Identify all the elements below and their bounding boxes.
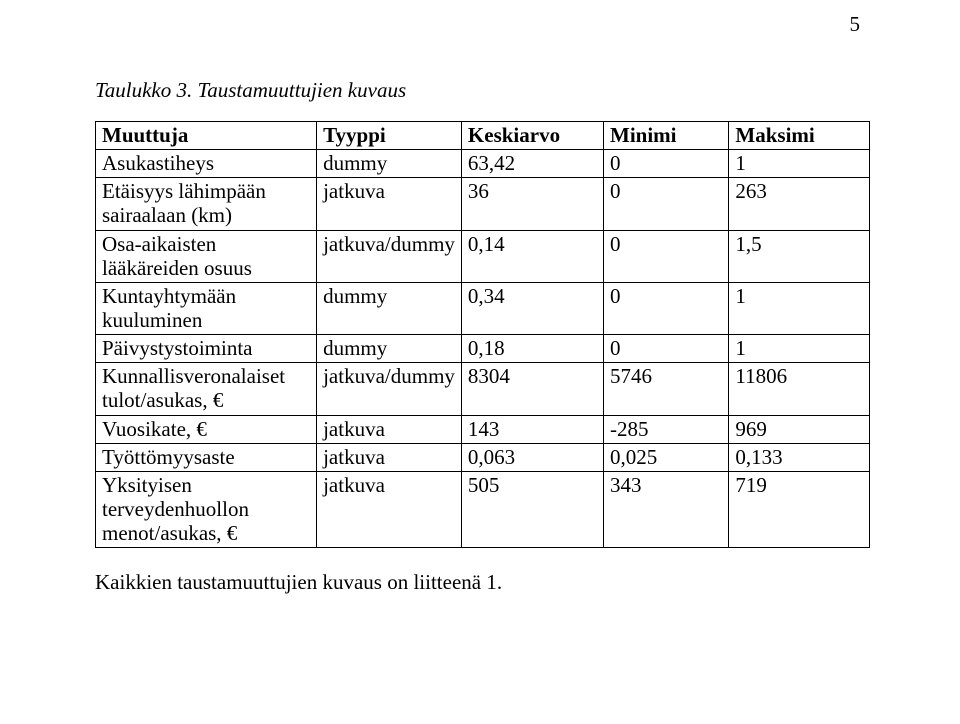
cell-variable: Vuosikate, € (96, 415, 317, 443)
cell-min: 0 (604, 335, 729, 363)
col-header-max: Maksimi (729, 122, 870, 150)
cell-min: 0 (604, 282, 729, 334)
cell-max: 1 (729, 282, 870, 334)
cell-max: 719 (729, 471, 870, 547)
cell-min: 343 (604, 471, 729, 547)
cell-min: 0 (604, 230, 729, 282)
table-caption: Taulukko 3. Taustamuuttujien kuvaus (95, 78, 870, 103)
variables-table: Muuttuja Tyyppi Keskiarvo Minimi Maksimi… (95, 121, 870, 548)
cell-variable: Asukastiheys (96, 150, 317, 178)
page-content: 5 Taulukko 3. Taustamuuttujien kuvaus Mu… (0, 0, 960, 595)
table-row: Kunnallisveronalaiset tulot/asukas, € ja… (96, 363, 870, 415)
cell-variable: Osa-aikaisten lääkäreiden osuus (96, 230, 317, 282)
cell-max: 1 (729, 335, 870, 363)
cell-type: dummy (317, 150, 462, 178)
cell-mean: 0,34 (461, 282, 603, 334)
cell-max: 969 (729, 415, 870, 443)
table-row: Etäisyys lähimpään sairaalaan (km) jatku… (96, 178, 870, 230)
col-header-variable: Muuttuja (96, 122, 317, 150)
col-header-type: Tyyppi (317, 122, 462, 150)
cell-min: 0 (604, 178, 729, 230)
cell-mean: 36 (461, 178, 603, 230)
cell-min: 5746 (604, 363, 729, 415)
cell-max: 1 (729, 150, 870, 178)
table-row: Yksityisen terveydenhuollon menot/asukas… (96, 471, 870, 547)
cell-type: jatkuva (317, 443, 462, 471)
cell-type: jatkuva (317, 178, 462, 230)
cell-mean: 8304 (461, 363, 603, 415)
table-header-row: Muuttuja Tyyppi Keskiarvo Minimi Maksimi (96, 122, 870, 150)
cell-max: 1,5 (729, 230, 870, 282)
cell-mean: 0,18 (461, 335, 603, 363)
table-row: Päivystystoiminta dummy 0,18 0 1 (96, 335, 870, 363)
cell-mean: 505 (461, 471, 603, 547)
page-number: 5 (850, 12, 861, 37)
cell-variable: Kunnallisveronalaiset tulot/asukas, € (96, 363, 317, 415)
cell-max: 263 (729, 178, 870, 230)
cell-type: jatkuva/dummy (317, 363, 462, 415)
cell-min: 0,025 (604, 443, 729, 471)
cell-max: 11806 (729, 363, 870, 415)
table-row: Vuosikate, € jatkuva 143 -285 969 (96, 415, 870, 443)
cell-variable: Työttömyysaste (96, 443, 317, 471)
cell-variable: Yksityisen terveydenhuollon menot/asukas… (96, 471, 317, 547)
cell-max: 0,133 (729, 443, 870, 471)
cell-variable: Päivystystoiminta (96, 335, 317, 363)
cell-type: jatkuva/dummy (317, 230, 462, 282)
cell-mean: 143 (461, 415, 603, 443)
table-row: Osa-aikaisten lääkäreiden osuus jatkuva/… (96, 230, 870, 282)
cell-variable: Kuntayhtymään kuuluminen (96, 282, 317, 334)
footnote-text: Kaikkien taustamuuttujien kuvaus on liit… (95, 570, 870, 595)
col-header-mean: Keskiarvo (461, 122, 603, 150)
cell-type: dummy (317, 282, 462, 334)
cell-mean: 63,42 (461, 150, 603, 178)
table-row: Työttömyysaste jatkuva 0,063 0,025 0,133 (96, 443, 870, 471)
cell-min: 0 (604, 150, 729, 178)
col-header-min: Minimi (604, 122, 729, 150)
cell-type: jatkuva (317, 471, 462, 547)
cell-mean: 0,14 (461, 230, 603, 282)
cell-min: -285 (604, 415, 729, 443)
cell-variable: Etäisyys lähimpään sairaalaan (km) (96, 178, 317, 230)
cell-type: jatkuva (317, 415, 462, 443)
table-row: Kuntayhtymään kuuluminen dummy 0,34 0 1 (96, 282, 870, 334)
cell-mean: 0,063 (461, 443, 603, 471)
table-row: Asukastiheys dummy 63,42 0 1 (96, 150, 870, 178)
cell-type: dummy (317, 335, 462, 363)
